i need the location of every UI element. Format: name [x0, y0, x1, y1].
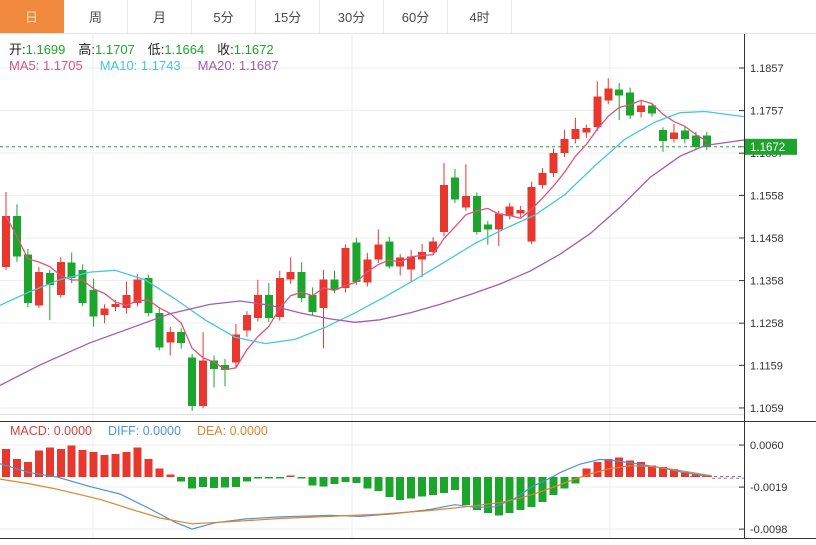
macd-histogram: [2, 445, 711, 516]
ma-readout-0: MA5: 1.1705: [9, 58, 83, 73]
current-price-badge: 1.1672: [738, 138, 797, 155]
ohlc-value-1: 1.1707: [95, 42, 135, 57]
tab-timeframe-5[interactable]: 30分: [320, 0, 384, 33]
tab-timeframe-0[interactable]: 日: [0, 0, 64, 33]
price-tick-label-4: 1.1458: [750, 233, 784, 245]
macd-readout: MACD: 0.0000 DIFF: 0.0000 DEA: 0.0000: [10, 424, 284, 438]
ohlc-label-0: 开:: [9, 42, 26, 57]
price-tick-label-7: 1.1159: [750, 360, 783, 372]
price-tick-label-1: 1.1757: [750, 106, 784, 118]
tab-timeframe-6[interactable]: 60分: [384, 0, 448, 33]
current-price-badge-text: 1.1672: [750, 142, 785, 154]
price-tick-label-3: 1.1558: [750, 190, 784, 202]
ohlc-label-3: 收:: [217, 42, 234, 57]
tab-timeframe-7[interactable]: 4时: [448, 0, 512, 33]
ohlc-value-3: 1.1672: [233, 42, 274, 57]
ma20-line: [0, 139, 745, 386]
ohlc-value-0: 1.1699: [25, 42, 66, 57]
tab-timeframe-2[interactable]: 月: [128, 0, 192, 33]
timeframe-tabbar: 日周月 5分 15分 30分 60分 4时: [0, 0, 816, 34]
ma10-line: [0, 110, 745, 345]
tab-timeframe-3[interactable]: 5分: [192, 0, 256, 33]
price-axis: 1.18571.17571.16571.15581.14581.13581.12…: [739, 63, 787, 536]
diff-line: [0, 458, 713, 530]
dea-line: [0, 465, 713, 525]
tab-timeframe-4[interactable]: 15分: [256, 0, 320, 33]
macd-header-2: DEA: 0.0000: [196, 424, 268, 438]
macd-tick-label-2: -0.0098: [750, 524, 787, 536]
ma-readout-2: MA20: 1.1687: [197, 58, 279, 73]
tab-timeframe-1[interactable]: 周: [64, 0, 128, 33]
candlestick-series: [2, 78, 711, 411]
macd-tick-label-1: -0.0019: [750, 482, 787, 494]
price-tick-label-6: 1.1258: [750, 318, 784, 330]
ohlc-label-2: 低:: [147, 42, 165, 57]
gridlines: [0, 34, 744, 538]
price-tick-label-8: 1.1059: [750, 403, 784, 415]
ma-readout-1: MA10: 1.1743: [99, 58, 181, 73]
ma-readout: MA5: 1.1705 MA10: 1.1743 MA20: 1.1687: [9, 58, 296, 73]
ma5-line: [5, 99, 708, 371]
macd-header-0: MACD: 0.0000: [10, 424, 92, 438]
price-tick-label-5: 1.1358: [750, 276, 784, 288]
macd-tick-label-0: 0.0060: [750, 440, 784, 452]
ohlc-value-2: 1.1664: [164, 42, 205, 57]
ohlc-label-1: 高:: [78, 42, 96, 57]
macd-header-1: DIFF: 0.0000: [107, 424, 181, 438]
ohlc-readout: 开:1.1699 高:1.1707 低:1.1664 收:1.1672: [9, 39, 287, 58]
price-tick-label-0: 1.1857: [750, 63, 784, 75]
